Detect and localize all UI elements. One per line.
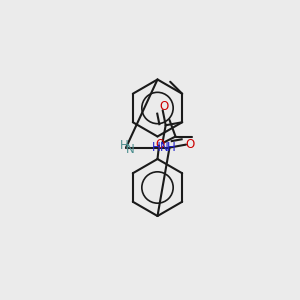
Text: O: O xyxy=(155,137,164,151)
Text: N: N xyxy=(125,142,134,156)
Text: H: H xyxy=(120,139,129,152)
Text: O: O xyxy=(185,138,194,151)
Text: H: H xyxy=(152,141,161,154)
Text: H: H xyxy=(167,141,176,154)
Text: N: N xyxy=(160,141,169,154)
Text: O: O xyxy=(160,100,169,113)
